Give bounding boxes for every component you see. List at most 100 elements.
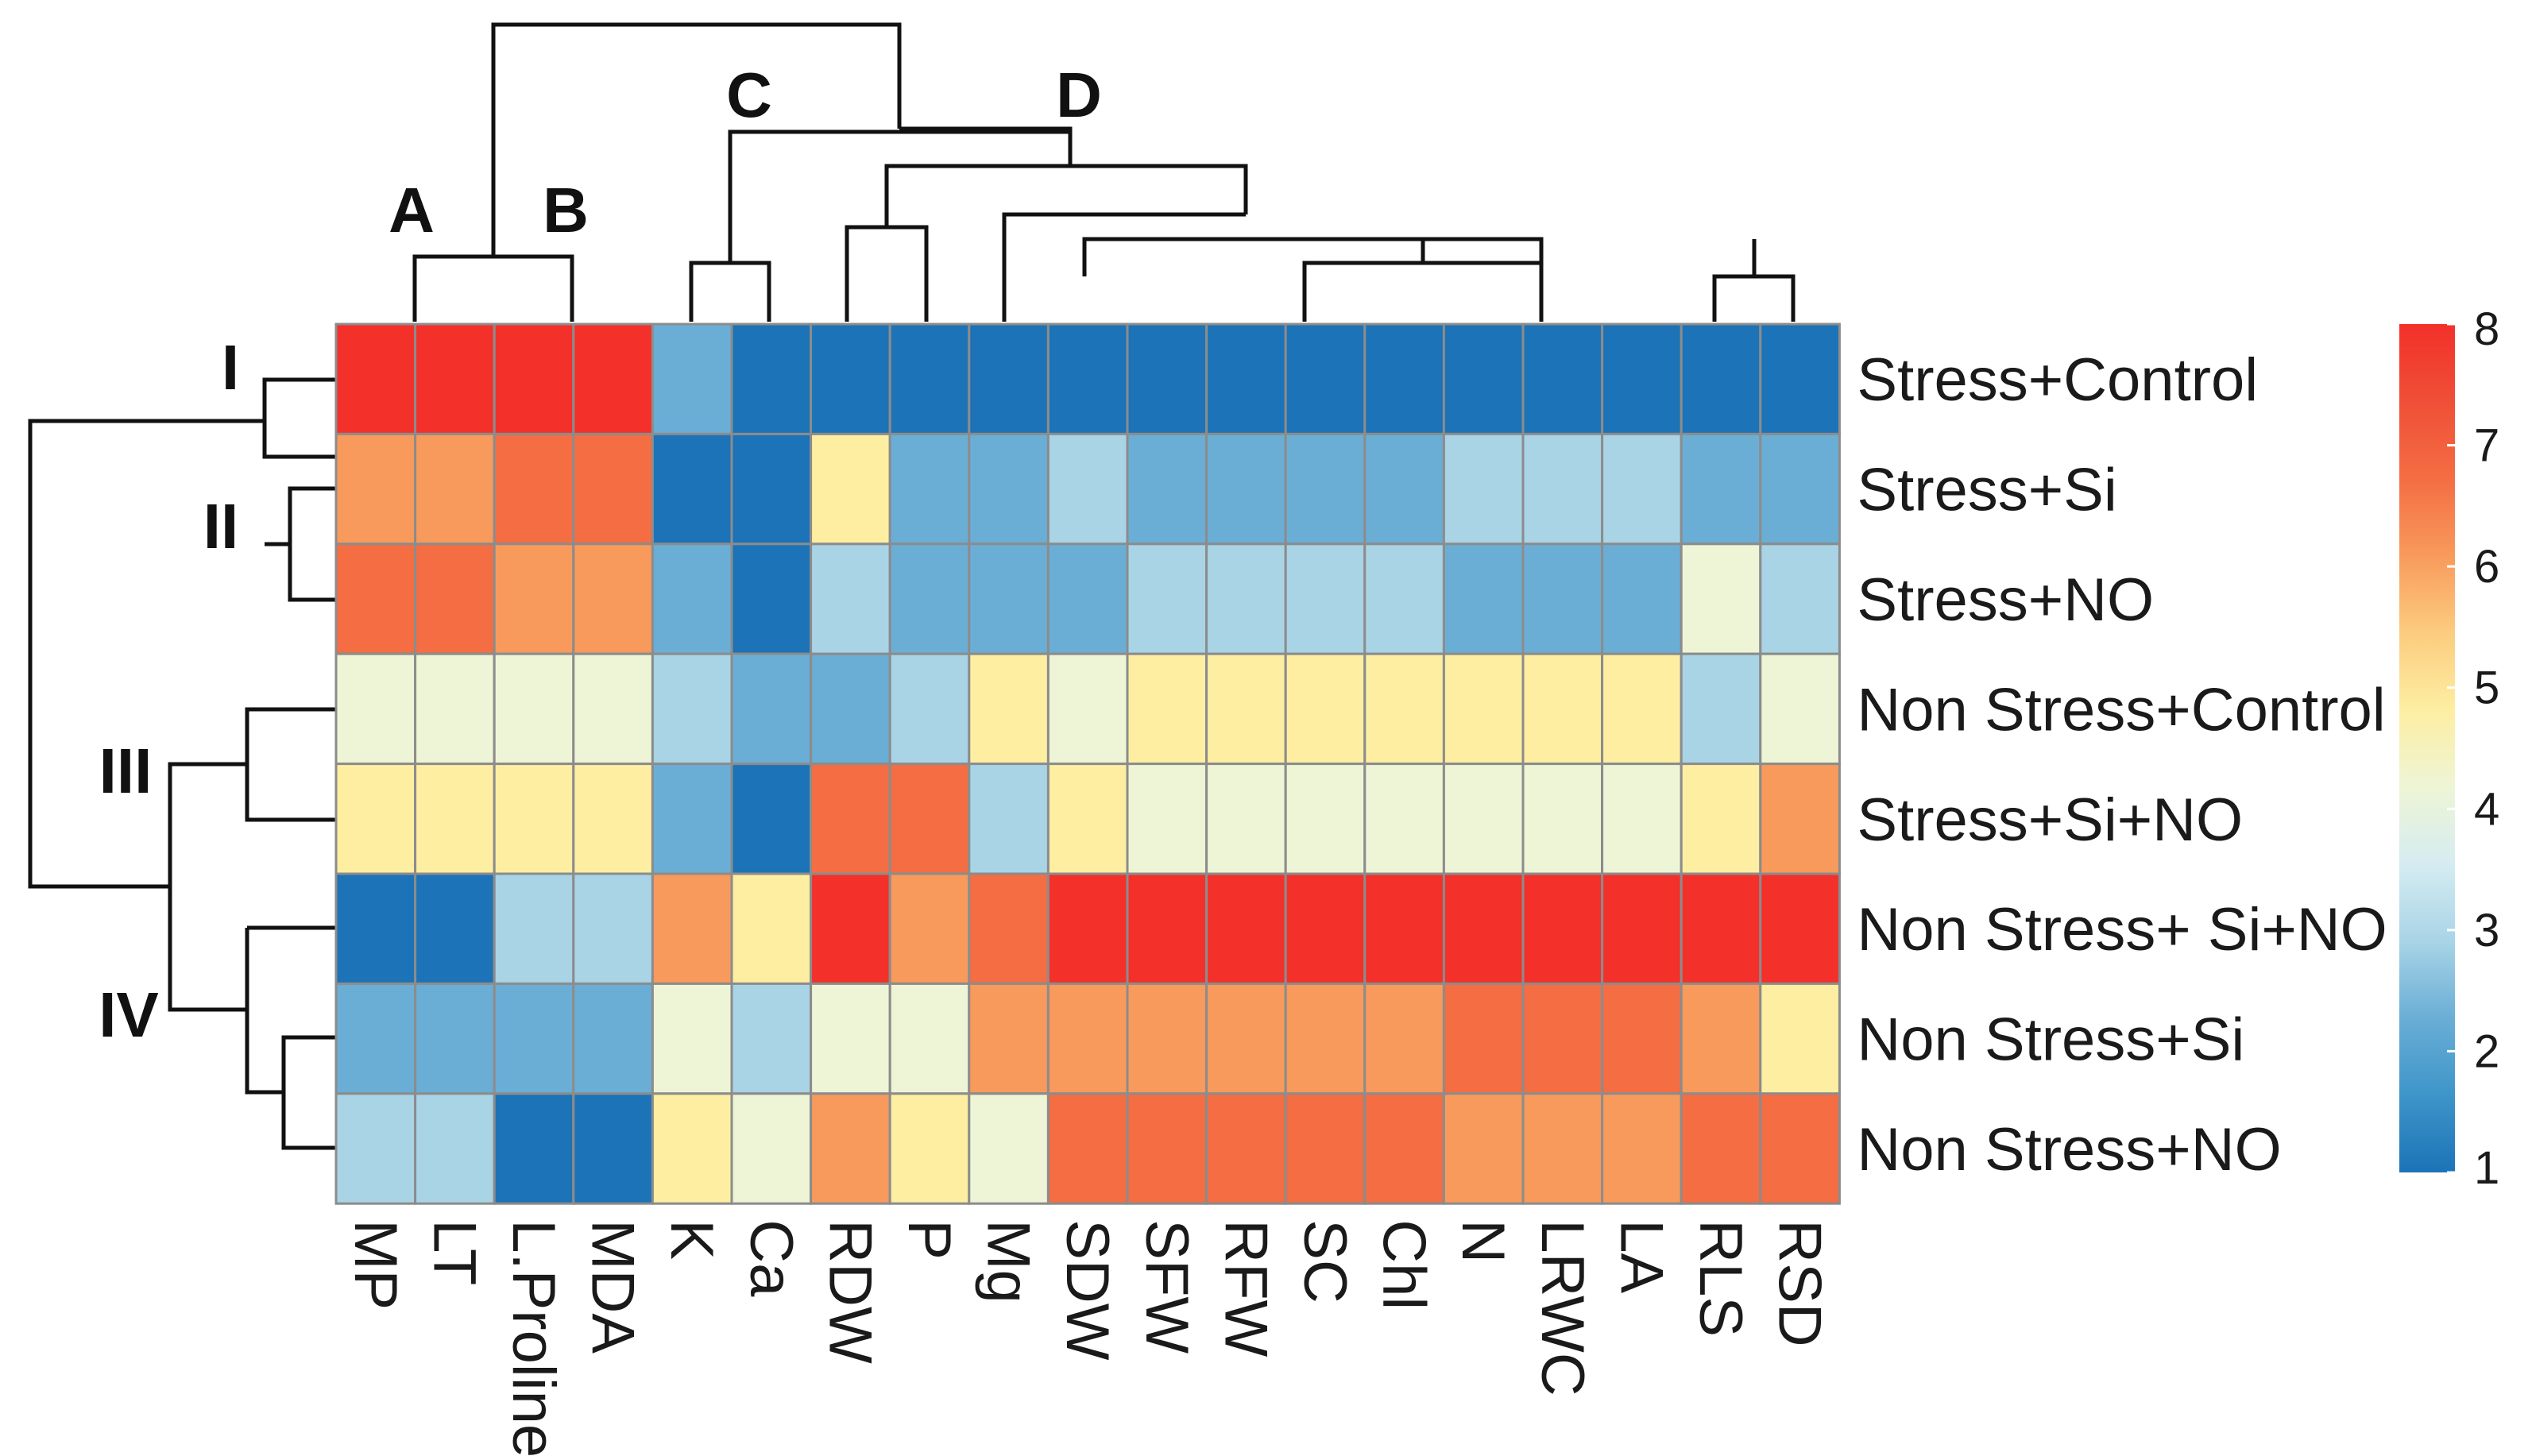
heatmap-cell-stress-no-rls xyxy=(1680,543,1762,655)
heatmap-cell-stress-control-p xyxy=(888,322,971,435)
heatmap-cell-non-stress-si-k xyxy=(651,982,733,1095)
heatmap-cell-non-stress-si-no-n xyxy=(1442,872,1525,985)
heatmap-cell-stress-control-rdw xyxy=(810,322,891,435)
heatmap-cell-stress-si-sc xyxy=(1284,432,1367,546)
heatmap-cell-stress-si-no-n xyxy=(1442,763,1525,875)
heatmap-cell-non-stress-no-rsd xyxy=(1759,1092,1841,1205)
legend-tick-label: 8 xyxy=(2474,303,2499,355)
heatmap-cell-non-stress-si-no-sdw xyxy=(1046,872,1129,985)
legend-tick-label: 6 xyxy=(2474,541,2499,593)
heatmap-cell-non-stress-no-la xyxy=(1601,1092,1683,1205)
column-label-rdw: RDW xyxy=(816,1219,883,1364)
column-labels: MP LT L.Proline MDA K Ca RDW P Mg SDW SFW RFW SC Chl N… xyxy=(342,1219,1834,1456)
row-label-non-stress-si: Non Stress+Si xyxy=(1857,1006,2244,1074)
heatmap-cell-non-stress-control-sfw xyxy=(1126,652,1208,766)
heatmap-cell-non-stress-si-no-p xyxy=(888,872,971,985)
column-label-chl: Chl xyxy=(1370,1219,1438,1310)
legend-tick-label: 2 xyxy=(2474,1025,2499,1077)
heatmap-cell-stress-si-no-sfw xyxy=(1126,763,1208,875)
column-label-rsd: RSD xyxy=(1766,1219,1834,1346)
heatmap-cell-non-stress-no-rfw xyxy=(1205,1092,1287,1205)
heatmap-cell-stress-si-no-mda xyxy=(572,763,654,875)
heatmap-cell-non-stress-si-lt xyxy=(414,982,496,1095)
heatmap-cell-non-stress-si-sdw xyxy=(1046,982,1129,1095)
heatmap-cell-non-stress-si-no-la xyxy=(1601,872,1683,985)
heatmap-cell-stress-no-chl xyxy=(1363,543,1445,655)
heatmap-cell-stress-si-no-p xyxy=(888,763,971,875)
heatmap-cell-stress-si-p xyxy=(888,432,971,546)
heatmap-cell-stress-si-mda xyxy=(572,432,654,546)
heatmap-cell-stress-no-p xyxy=(888,543,971,655)
column-label-sc: SC xyxy=(1291,1219,1359,1303)
row-label-non-stress-no: Non Stress+NO xyxy=(1857,1116,2281,1184)
legend-tick-label: 4 xyxy=(2474,783,2499,835)
heatmap-cell-non-stress-si-no-sfw xyxy=(1126,872,1208,985)
heatmap-cell-stress-no-k xyxy=(651,543,733,655)
heatmap-cell-non-stress-si-no-mp xyxy=(334,872,417,985)
heatmap-cell-stress-control-n xyxy=(1442,322,1525,435)
heatmap-cell-stress-no-la xyxy=(1601,543,1683,655)
heatmap-cell-non-stress-si-no-chl xyxy=(1363,872,1445,985)
legend-tick-label: 7 xyxy=(2474,420,2499,472)
heatmap-cell-stress-control-rfw xyxy=(1205,322,1287,435)
heatmap-cell-stress-control-l-proline xyxy=(493,322,575,435)
heatmap-cell-stress-si-mg xyxy=(968,432,1050,546)
heatmap-cell-stress-si-no-rls xyxy=(1680,763,1762,875)
heatmap-cell-non-stress-si-rdw xyxy=(810,982,891,1095)
heatmap-cell-non-stress-control-chl xyxy=(1363,652,1445,766)
column-label-sdw: SDW xyxy=(1053,1219,1121,1361)
column-label-l-proline: L.Proline xyxy=(500,1219,567,1456)
row-label-stress-no: Stress+NO xyxy=(1857,566,2154,634)
heatmap-cell-non-stress-no-mda xyxy=(572,1092,654,1205)
heatmap-cell-stress-si-no-k xyxy=(651,763,733,875)
heatmap-cell-stress-no-rdw xyxy=(810,543,891,655)
heatmap-cell-non-stress-no-lrwc xyxy=(1521,1092,1604,1205)
heatmap-cell-stress-si-no-ca xyxy=(730,763,813,875)
column-label-rfw: RFW xyxy=(1212,1219,1279,1357)
column-label-ca: Ca xyxy=(737,1219,805,1297)
heatmap-cell-non-stress-si-no-k xyxy=(651,872,733,985)
row-label-stress-si-no: Stress+Si+NO xyxy=(1857,786,2243,854)
heatmap-cell-stress-no-mg xyxy=(968,543,1050,655)
cluster-label-iv: IV xyxy=(99,979,159,1050)
heatmap-cell-non-stress-no-mg xyxy=(968,1092,1050,1205)
heatmap-cell-stress-no-ca xyxy=(730,543,813,655)
heatmap-cell-non-stress-si-ca xyxy=(730,982,813,1095)
heatmap-cell-non-stress-control-rdw xyxy=(810,652,891,766)
heatmap-cell-stress-si-no-rsd xyxy=(1759,763,1841,875)
heatmap-cell-non-stress-control-rfw xyxy=(1205,652,1287,766)
cluster-label-d: D xyxy=(1056,60,1102,130)
heatmap-cell-non-stress-si-n xyxy=(1442,982,1525,1095)
row-label-stress-control: Stress+Control xyxy=(1857,346,2258,414)
legend-tick-label: 5 xyxy=(2474,662,2499,714)
heatmap-cell-stress-si-no-sdw xyxy=(1046,763,1129,875)
heatmap-cell-non-stress-no-rdw xyxy=(810,1092,891,1205)
row-label-stress-si: Stress+Si xyxy=(1857,457,2116,524)
legend-tick-label: 3 xyxy=(2474,905,2499,956)
heatmap-cell-stress-control-k xyxy=(651,322,733,435)
heatmap-cell-stress-si-sfw xyxy=(1126,432,1208,546)
heatmap-cell-stress-si-rdw xyxy=(810,432,891,546)
heatmap-cell-non-stress-no-sdw xyxy=(1046,1092,1129,1205)
heatmap-cell-stress-si-la xyxy=(1601,432,1683,546)
heatmap-cell-stress-no-sdw xyxy=(1046,543,1129,655)
column-label-mg: Mg xyxy=(975,1219,1042,1303)
heatmap-cell-stress-control-la xyxy=(1601,322,1683,435)
heatmap-cell-stress-control-rls xyxy=(1680,322,1762,435)
heatmap-cell-stress-si-ca xyxy=(730,432,813,546)
heatmap-cell-stress-control-sfw xyxy=(1126,322,1208,435)
heatmap-cell-non-stress-control-rsd xyxy=(1759,652,1841,766)
heatmap-cell-stress-no-sc xyxy=(1284,543,1367,655)
heatmap-cell-non-stress-si-mg xyxy=(968,982,1050,1095)
cluster-labels: A B C D I II III IV xyxy=(99,60,1102,1050)
heatmap-cell-stress-control-lt xyxy=(414,322,496,435)
heatmap-cell-non-stress-no-sc xyxy=(1284,1092,1367,1205)
heatmap-cell-non-stress-control-mg xyxy=(968,652,1050,766)
heatmap-cell-non-stress-control-ca xyxy=(730,652,813,766)
heatmap-cell-non-stress-si-la xyxy=(1601,982,1683,1095)
heatmap-cell-stress-si-no-mg xyxy=(968,763,1050,875)
heatmap-cell-non-stress-control-lrwc xyxy=(1521,652,1604,766)
heatmap-cell-stress-si-no-l-proline xyxy=(493,763,575,875)
heatmap-cell-non-stress-si-no-rsd xyxy=(1759,872,1841,985)
heatmap-cell-stress-no-mda xyxy=(572,543,654,655)
